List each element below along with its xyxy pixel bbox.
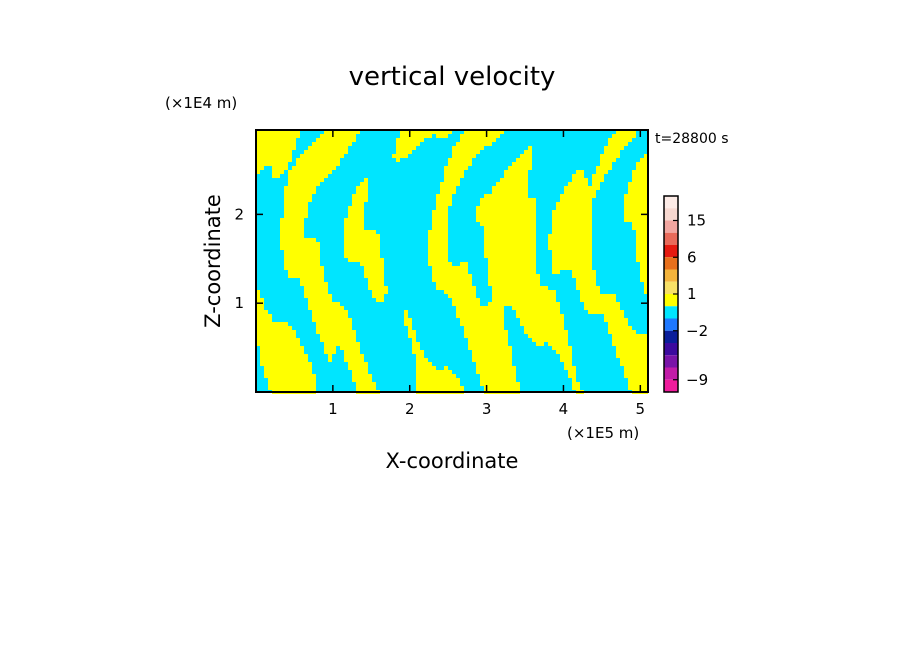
chart-title: vertical velocity [349, 62, 556, 92]
x-tick-label: 3 [482, 400, 492, 418]
colorbar-box [664, 208, 678, 221]
colorbar-tick-label: 6 [687, 248, 697, 266]
x-axis: 1 2 3 4 5 [328, 130, 645, 418]
time-label: t=28800 s [655, 131, 729, 147]
colorbar-box [664, 367, 678, 380]
colorbar-tick-label: 15 [687, 212, 706, 230]
plot-frame [255, 129, 649, 393]
x-axis-label: X-coordinate [386, 449, 519, 473]
colorbar: 15 6 1 −2 −9 [663, 195, 708, 393]
field-positive-region [256, 130, 648, 394]
colorbar-box [664, 281, 678, 294]
colorbar-box [664, 269, 678, 282]
colorbar-box [664, 220, 678, 233]
colorbar-tick-label: −9 [686, 371, 708, 389]
colorbar-tick-label: 1 [687, 285, 697, 303]
colorbar-box [664, 343, 678, 356]
colorbar-box [664, 306, 678, 319]
colorbar-box [664, 379, 678, 392]
colorbar-box [664, 196, 678, 209]
y-scale-label: (×1E4 m) [165, 94, 237, 112]
y-axis: 12 [234, 205, 648, 312]
colorbar-box [664, 330, 678, 343]
x-scale-label: (×1E5 m) [567, 424, 639, 442]
y-tick-label: 1 [234, 294, 244, 312]
x-tick-label: 5 [636, 400, 646, 418]
colorbar-box [664, 232, 678, 245]
colorbar-box [664, 245, 678, 258]
colorbar-tick-label: −2 [686, 322, 708, 340]
colorbar-box [664, 257, 678, 270]
colorbar-box [664, 355, 678, 368]
x-tick-label: 1 [328, 400, 338, 418]
x-tick-label: 2 [405, 400, 415, 418]
x-tick-label: 4 [559, 400, 569, 418]
y-axis-label: Z-coordinate [201, 194, 225, 328]
velocity-field [256, 130, 648, 394]
colorbar-box [664, 294, 678, 307]
colorbar-box [664, 318, 678, 331]
y-tick-label: 2 [234, 205, 244, 223]
